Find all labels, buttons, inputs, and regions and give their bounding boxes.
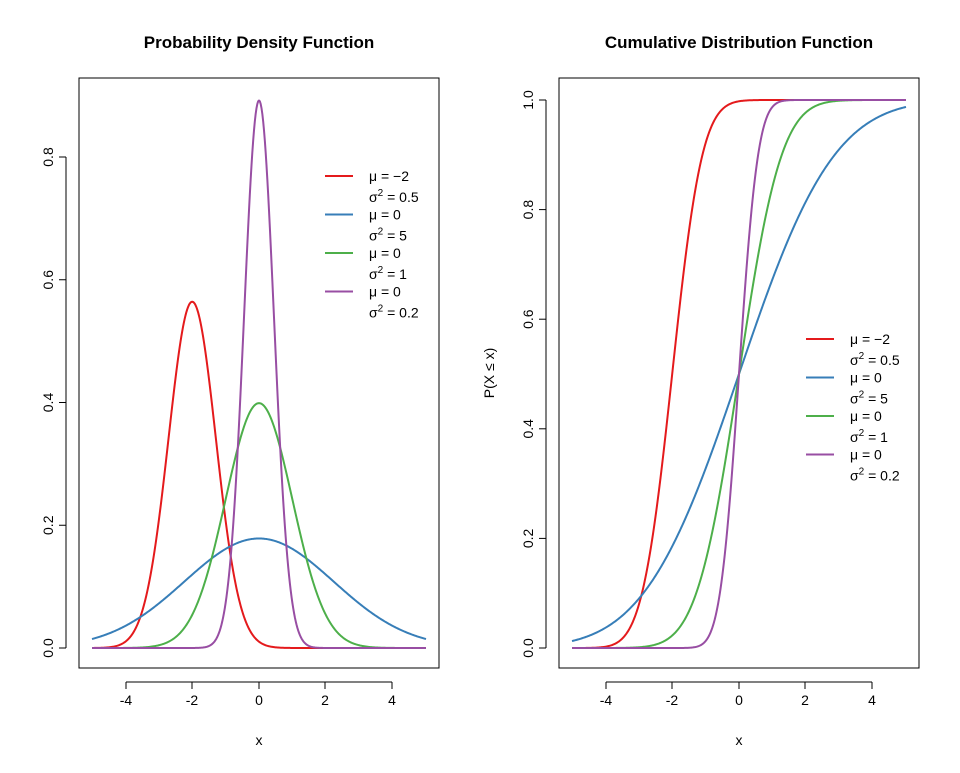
cdf-legend: μ = −2σ2 = 0.5μ = 0σ2 = 5μ = 0σ2 = 1μ = … — [806, 331, 900, 484]
x-tick-label: 0 — [735, 692, 743, 708]
pdf-x-axis: -4 -2 0 2 4 — [120, 681, 396, 708]
pdf-curves — [91, 99, 427, 649]
y-tick-label: 0.8 — [40, 147, 56, 167]
y-tick-label: 0.2 — [520, 528, 536, 548]
x-tick-label: 4 — [388, 692, 396, 708]
legend-variance-label-3: σ2 = 0.2 — [369, 304, 419, 321]
legend-variance-label-1: σ2 = 5 — [850, 390, 888, 407]
y-tick-label: 0.6 — [40, 270, 56, 290]
legend-mu-label-1: μ = 0 — [850, 370, 882, 386]
x-tick-label: -4 — [600, 692, 613, 708]
x-tick-label: 2 — [801, 692, 809, 708]
legend-variance-label-2: σ2 = 1 — [369, 265, 407, 282]
cdf-x-axis: -4 -2 0 2 4 — [600, 681, 876, 708]
legend-variance-label-0: σ2 = 0.5 — [369, 188, 419, 205]
x-tick-label: -2 — [666, 692, 679, 708]
cdf-x-axis-label: x — [736, 732, 743, 748]
legend-mu-label-3: μ = 0 — [850, 447, 882, 463]
y-tick-label: 0.4 — [520, 419, 536, 439]
cdf-title: Cumulative Distribution Function — [605, 33, 873, 52]
series-line-3 — [91, 99, 427, 649]
series-line-0 — [91, 300, 427, 649]
x-tick-label: -4 — [120, 692, 133, 708]
y-tick-label: 0.6 — [520, 309, 536, 329]
legend-mu-label-0: μ = −2 — [850, 331, 890, 347]
y-tick-label: 1.0 — [520, 90, 536, 110]
x-tick-label: -2 — [186, 692, 199, 708]
y-tick-label: 0.0 — [520, 638, 536, 658]
pdf-panel: Probability Density Function -4 -2 0 2 4 0.0… — [40, 33, 440, 748]
pdf-y-axis: 0.0 0.2 0.4 0.6 0.8 — [40, 147, 67, 658]
y-tick-label: 0.0 — [40, 638, 56, 658]
cdf-y-axis-label: P(X ≤ x) — [481, 348, 497, 398]
x-tick-label: 0 — [255, 692, 263, 708]
pdf-title: Probability Density Function — [144, 33, 374, 52]
y-tick-label: 0.2 — [40, 515, 56, 535]
legend-mu-label-0: μ = −2 — [369, 168, 409, 184]
cdf-panel: Cumulative Distribution Function -4 -2 0 2 4… — [481, 33, 920, 748]
y-tick-label: 0.8 — [520, 200, 536, 220]
pdf-x-axis-label: x — [256, 732, 263, 748]
legend-variance-label-0: σ2 = 0.5 — [850, 351, 900, 368]
legend-variance-label-3: σ2 = 0.2 — [850, 467, 900, 484]
x-tick-label: 2 — [321, 692, 329, 708]
legend-mu-label-2: μ = 0 — [850, 408, 882, 424]
pdf-legend: μ = −2σ2 = 0.5μ = 0σ2 = 5μ = 0σ2 = 1μ = … — [325, 168, 419, 321]
x-tick-label: 4 — [868, 692, 876, 708]
legend-variance-label-2: σ2 = 1 — [850, 428, 888, 445]
legend-variance-label-1: σ2 = 5 — [369, 227, 407, 244]
series-line-1 — [91, 537, 427, 640]
y-tick-label: 0.4 — [40, 393, 56, 413]
cdf-y-axis: 0.0 0.2 0.4 0.6 0.8 1.0 — [520, 90, 547, 658]
cdf-curves — [571, 99, 907, 649]
legend-mu-label-3: μ = 0 — [369, 284, 401, 300]
pdf-plot-frame — [78, 77, 440, 669]
cdf-plot-frame — [558, 77, 920, 669]
legend-mu-label-1: μ = 0 — [369, 207, 401, 223]
legend-mu-label-2: μ = 0 — [369, 245, 401, 261]
series-line-3 — [571, 99, 907, 649]
